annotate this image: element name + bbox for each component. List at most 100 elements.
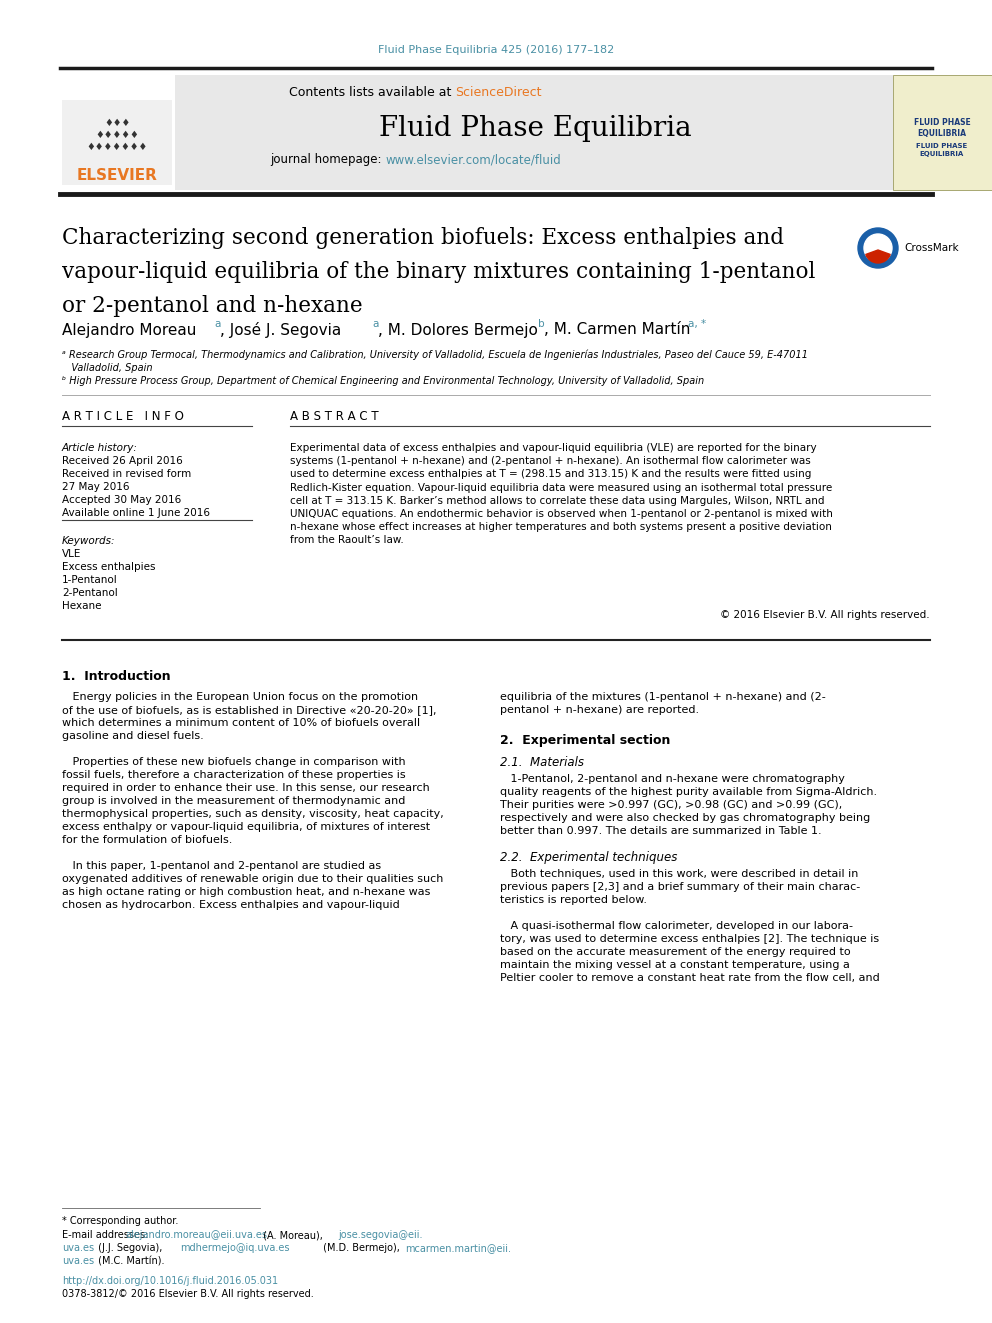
Text: A quasi-isothermal flow calorimeter, developed in our labora-: A quasi-isothermal flow calorimeter, dev… (500, 921, 853, 931)
Text: better than 0.997. The details are summarized in Table 1.: better than 0.997. The details are summa… (500, 826, 821, 836)
Text: or 2-pentanol and n-hexane: or 2-pentanol and n-hexane (62, 295, 363, 318)
Text: VLE: VLE (62, 549, 81, 560)
Text: Accepted 30 May 2016: Accepted 30 May 2016 (62, 495, 182, 505)
Text: pentanol + n-hexane) are reported.: pentanol + n-hexane) are reported. (500, 705, 699, 714)
Text: journal homepage:: journal homepage: (270, 153, 385, 167)
Text: from the Raoult’s law.: from the Raoult’s law. (290, 536, 404, 545)
Text: ScienceDirect: ScienceDirect (455, 86, 542, 99)
Text: Article history:: Article history: (62, 443, 138, 452)
Text: (J.J. Segovia),: (J.J. Segovia), (95, 1244, 166, 1253)
Text: CrossMark: CrossMark (904, 243, 958, 253)
Text: chosen as hydrocarbon. Excess enthalpies and vapour-liquid: chosen as hydrocarbon. Excess enthalpies… (62, 900, 400, 910)
Text: as high octane rating or high combustion heat, and n-hexane was: as high octane rating or high combustion… (62, 886, 431, 897)
Text: FLUID PHASE
EQUILIBRIA: FLUID PHASE EQUILIBRIA (914, 118, 970, 138)
Text: Received in revised form: Received in revised form (62, 468, 191, 479)
Text: oxygenated additives of renewable origin due to their qualities such: oxygenated additives of renewable origin… (62, 875, 443, 884)
Text: ᵇ High Pressure Process Group, Department of Chemical Engineering and Environmen: ᵇ High Pressure Process Group, Departmen… (62, 376, 704, 386)
Text: 2.  Experimental section: 2. Experimental section (500, 734, 671, 747)
Text: Peltier cooler to remove a constant heat rate from the flow cell, and: Peltier cooler to remove a constant heat… (500, 972, 880, 983)
Text: http://dx.doi.org/10.1016/j.fluid.2016.05.031: http://dx.doi.org/10.1016/j.fluid.2016.0… (62, 1275, 278, 1286)
Text: quality reagents of the highest purity available from Sigma-Aldrich.: quality reagents of the highest purity a… (500, 787, 877, 796)
Text: Fluid Phase Equilibria 425 (2016) 177–182: Fluid Phase Equilibria 425 (2016) 177–18… (378, 45, 614, 56)
Text: mcarmen.martin@eii.: mcarmen.martin@eii. (405, 1244, 511, 1253)
Text: (M.D. Bermejo),: (M.D. Bermejo), (320, 1244, 403, 1253)
Text: 1-Pentanol: 1-Pentanol (62, 576, 118, 585)
Bar (62, 101, 172, 185)
Text: equilibria of the mixtures (1-pentanol + n-hexane) and (2-: equilibria of the mixtures (1-pentanol +… (500, 692, 825, 703)
Text: vapour-liquid equilibria of the binary mixtures containing 1-pentanol: vapour-liquid equilibria of the binary m… (62, 261, 815, 283)
Wedge shape (866, 250, 890, 263)
Text: Energy policies in the European Union focus on the promotion: Energy policies in the European Union fo… (62, 692, 418, 703)
Text: systems (1-pentanol + n-hexane) and (2-pentanol + n-hexane). An isothermal flow : systems (1-pentanol + n-hexane) and (2-p… (290, 456, 810, 466)
Text: mdhermejo@iq.uva.es: mdhermejo@iq.uva.es (180, 1244, 290, 1253)
Text: Experimental data of excess enthalpies and vapour-liquid equilibria (VLE) are re: Experimental data of excess enthalpies a… (290, 443, 816, 452)
Circle shape (858, 228, 898, 269)
Text: alejandro.moreau@eii.uva.es: alejandro.moreau@eii.uva.es (125, 1230, 267, 1240)
Text: b: b (538, 319, 545, 329)
Text: (M.C. Martín).: (M.C. Martín). (95, 1256, 165, 1266)
Text: Redlich-Kister equation. Vapour-liquid equilibria data were measured using an is: Redlich-Kister equation. Vapour-liquid e… (290, 483, 832, 492)
Text: required in order to enhance their use. In this sense, our research: required in order to enhance their use. … (62, 783, 430, 792)
Text: Keywords:: Keywords: (62, 536, 115, 546)
Text: A B S T R A C T: A B S T R A C T (290, 410, 379, 422)
Text: ELSEVIER: ELSEVIER (76, 168, 158, 183)
Text: uva.es: uva.es (62, 1244, 94, 1253)
Text: 2-Pentanol: 2-Pentanol (62, 587, 118, 598)
Text: 1.  Introduction: 1. Introduction (62, 669, 171, 683)
Text: used to determine excess enthalpies at T = (298.15 and 313.15) K and the results: used to determine excess enthalpies at T… (290, 470, 811, 479)
Text: Their purities were >0.997 (GC), >0.98 (GC) and >0.99 (GC),: Their purities were >0.997 (GC), >0.98 (… (500, 800, 842, 810)
Bar (893, 75, 992, 191)
Text: which determines a minimum content of 10% of biofuels overall: which determines a minimum content of 10… (62, 718, 421, 728)
Text: tory, was used to determine excess enthalpies [2]. The technique is: tory, was used to determine excess entha… (500, 934, 879, 945)
Text: ᵃ Research Group Termocal, Thermodynamics and Calibration, University of Vallado: ᵃ Research Group Termocal, Thermodynamic… (62, 349, 808, 360)
Text: Characterizing second generation biofuels: Excess enthalpies and: Characterizing second generation biofuel… (62, 228, 784, 249)
Text: Alejandro Moreau: Alejandro Moreau (62, 323, 196, 337)
Text: * Corresponding author.: * Corresponding author. (62, 1216, 179, 1226)
Text: a: a (372, 319, 378, 329)
Text: a, *: a, * (688, 319, 706, 329)
Text: group is involved in the measurement of thermodynamic and: group is involved in the measurement of … (62, 796, 406, 806)
Text: of the use of biofuels, as is established in Directive «20-20-20» [1],: of the use of biofuels, as is establishe… (62, 705, 436, 714)
Text: FLUID PHASE
EQUILIBRIA: FLUID PHASE EQUILIBRIA (917, 143, 967, 156)
Text: cell at T = 313.15 K. Barker’s method allows to correlate these data using Margu: cell at T = 313.15 K. Barker’s method al… (290, 496, 824, 505)
Text: Hexane: Hexane (62, 601, 101, 611)
Text: based on the accurate measurement of the energy required to: based on the accurate measurement of the… (500, 947, 850, 957)
Text: uva.es: uva.es (62, 1256, 94, 1266)
Text: A R T I C L E   I N F O: A R T I C L E I N F O (62, 410, 184, 422)
Text: www.elsevier.com/locate/fluid: www.elsevier.com/locate/fluid (385, 153, 560, 167)
Bar (175, 75, 893, 191)
Text: Valladolid, Spain: Valladolid, Spain (62, 363, 153, 373)
Text: E-mail addresses:: E-mail addresses: (62, 1230, 152, 1240)
Text: jose.segovia@eii.: jose.segovia@eii. (338, 1230, 423, 1240)
Text: n-hexane whose effect increases at higher temperatures and both systems present : n-hexane whose effect increases at highe… (290, 523, 832, 532)
Text: ♦♦♦
♦♦♦♦♦
♦♦♦♦♦♦♦: ♦♦♦ ♦♦♦♦♦ ♦♦♦♦♦♦♦ (86, 118, 148, 152)
Text: thermophysical properties, such as density, viscosity, heat capacity,: thermophysical properties, such as densi… (62, 808, 443, 819)
Text: 0378-3812/© 2016 Elsevier B.V. All rights reserved.: 0378-3812/© 2016 Elsevier B.V. All right… (62, 1289, 313, 1299)
Text: fossil fuels, therefore a characterization of these properties is: fossil fuels, therefore a characterizati… (62, 770, 406, 781)
Text: teristics is reported below.: teristics is reported below. (500, 894, 647, 905)
Text: Both techniques, used in this work, were described in detail in: Both techniques, used in this work, were… (500, 869, 858, 878)
Text: excess enthalpy or vapour-liquid equilibria, of mixtures of interest: excess enthalpy or vapour-liquid equilib… (62, 822, 431, 832)
Text: respectively and were also checked by gas chromatography being: respectively and were also checked by ga… (500, 814, 870, 823)
Text: © 2016 Elsevier B.V. All rights reserved.: © 2016 Elsevier B.V. All rights reserved… (720, 610, 930, 620)
Text: UNIQUAC equations. An endothermic behavior is observed when 1-pentanol or 2-pent: UNIQUAC equations. An endothermic behavi… (290, 509, 833, 519)
Text: Excess enthalpies: Excess enthalpies (62, 562, 156, 572)
Text: for the formulation of biofuels.: for the formulation of biofuels. (62, 835, 232, 845)
Text: gasoline and diesel fuels.: gasoline and diesel fuels. (62, 732, 203, 741)
Text: Fluid Phase Equilibria: Fluid Phase Equilibria (379, 115, 691, 142)
Text: Received 26 April 2016: Received 26 April 2016 (62, 456, 183, 466)
Text: , José J. Segovia: , José J. Segovia (220, 321, 341, 337)
Text: 1-Pentanol, 2-pentanol and n-hexane were chromatography: 1-Pentanol, 2-pentanol and n-hexane were… (500, 774, 845, 785)
Text: (A. Moreau),: (A. Moreau), (260, 1230, 326, 1240)
Text: 27 May 2016: 27 May 2016 (62, 482, 130, 492)
Circle shape (864, 234, 892, 262)
Text: Contents lists available at: Contents lists available at (289, 86, 455, 99)
Text: maintain the mixing vessel at a constant temperature, using a: maintain the mixing vessel at a constant… (500, 960, 850, 970)
Text: , M. Dolores Bermejo: , M. Dolores Bermejo (378, 323, 538, 337)
Text: a: a (214, 319, 220, 329)
Text: 2.1.  Materials: 2.1. Materials (500, 755, 584, 769)
Text: , M. Carmen Martín: , M. Carmen Martín (544, 323, 690, 337)
Text: Properties of these new biofuels change in comparison with: Properties of these new biofuels change … (62, 757, 406, 767)
Text: 2.2.  Experimental techniques: 2.2. Experimental techniques (500, 851, 678, 864)
Text: Available online 1 June 2016: Available online 1 June 2016 (62, 508, 210, 519)
